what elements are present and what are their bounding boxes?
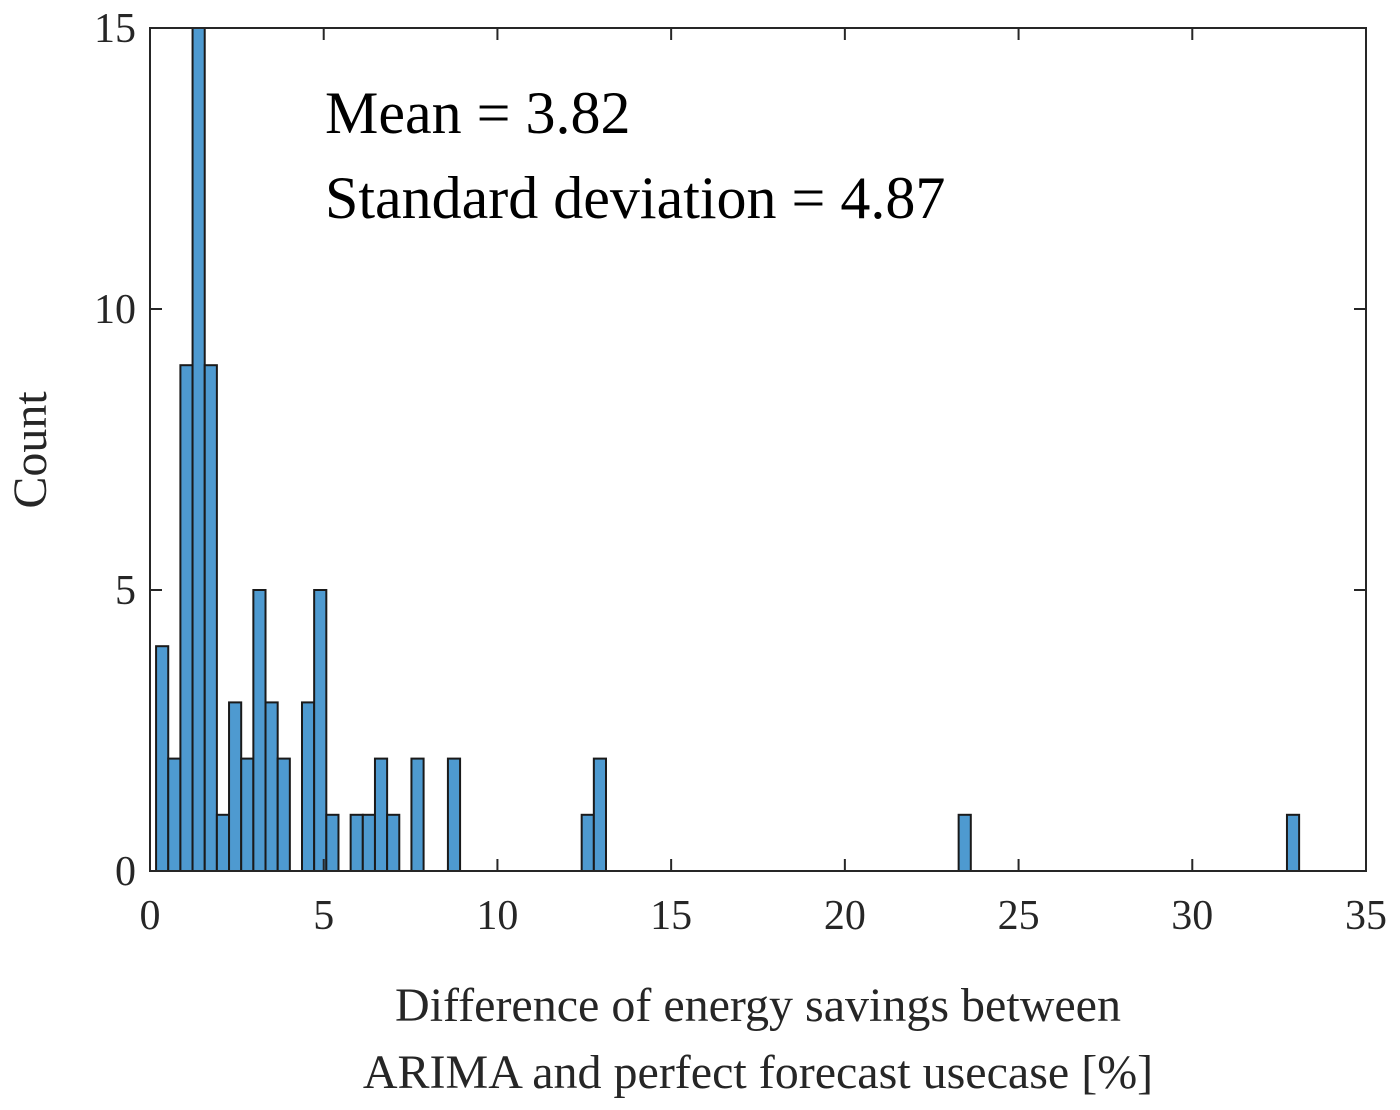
histogram-bar [957,813,972,872]
histogram-bar [252,589,267,872]
x-tick-label: 20 [824,893,866,939]
histogram-bar [446,757,462,872]
histogram-bar [386,813,401,872]
x-tick-label: 10 [476,893,518,939]
x-tick-label: 15 [650,893,692,939]
x-tick-label: 25 [998,893,1040,939]
histogram-bar [191,27,206,872]
x-axis-title-line1: Difference of energy savings between [395,979,1121,1032]
histogram-bar [313,589,328,872]
x-tick-label: 5 [313,893,334,939]
annotation-std: Standard deviation = 4.87 [325,165,945,231]
y-tick-label: 0 [115,849,136,895]
x-tick-label: 30 [1171,893,1213,939]
x-ticks-group: 0 5 10 15 20 25 30 35 [140,28,1387,939]
annotation-mean: Mean = 3.82 [325,80,630,146]
histogram-bar [276,757,291,872]
histogram-bar [155,645,170,873]
y-axis-title: Count [4,391,57,509]
histogram-bar [325,813,340,872]
histogram-bar [373,757,389,872]
y-tick-label: 10 [94,287,136,333]
histogram-bar [167,757,182,872]
histogram-bar [592,757,608,872]
histogram-bar [580,813,595,872]
histogram-bar [203,364,218,872]
histogram-bar [215,813,231,872]
y-tick-label: 15 [94,6,136,52]
x-tick-label: 35 [1345,893,1387,939]
histogram-bar [264,701,279,873]
x-axis-title-line2: ARIMA and perfect forecast usecase [%] [363,1046,1153,1099]
histogram-bar [301,701,316,873]
plot-frame [149,27,1367,872]
y-tick-label: 5 [115,568,136,614]
histogram-bar [240,757,255,872]
histogram-bar [1285,813,1301,872]
x-tick-label: 0 [140,893,161,939]
bars-group [155,27,1301,873]
histogram-bar [349,813,364,872]
histogram-bar [361,813,376,872]
histogram-bar [410,757,425,872]
histogram-bar [228,701,243,873]
histogram-bar [179,364,194,872]
